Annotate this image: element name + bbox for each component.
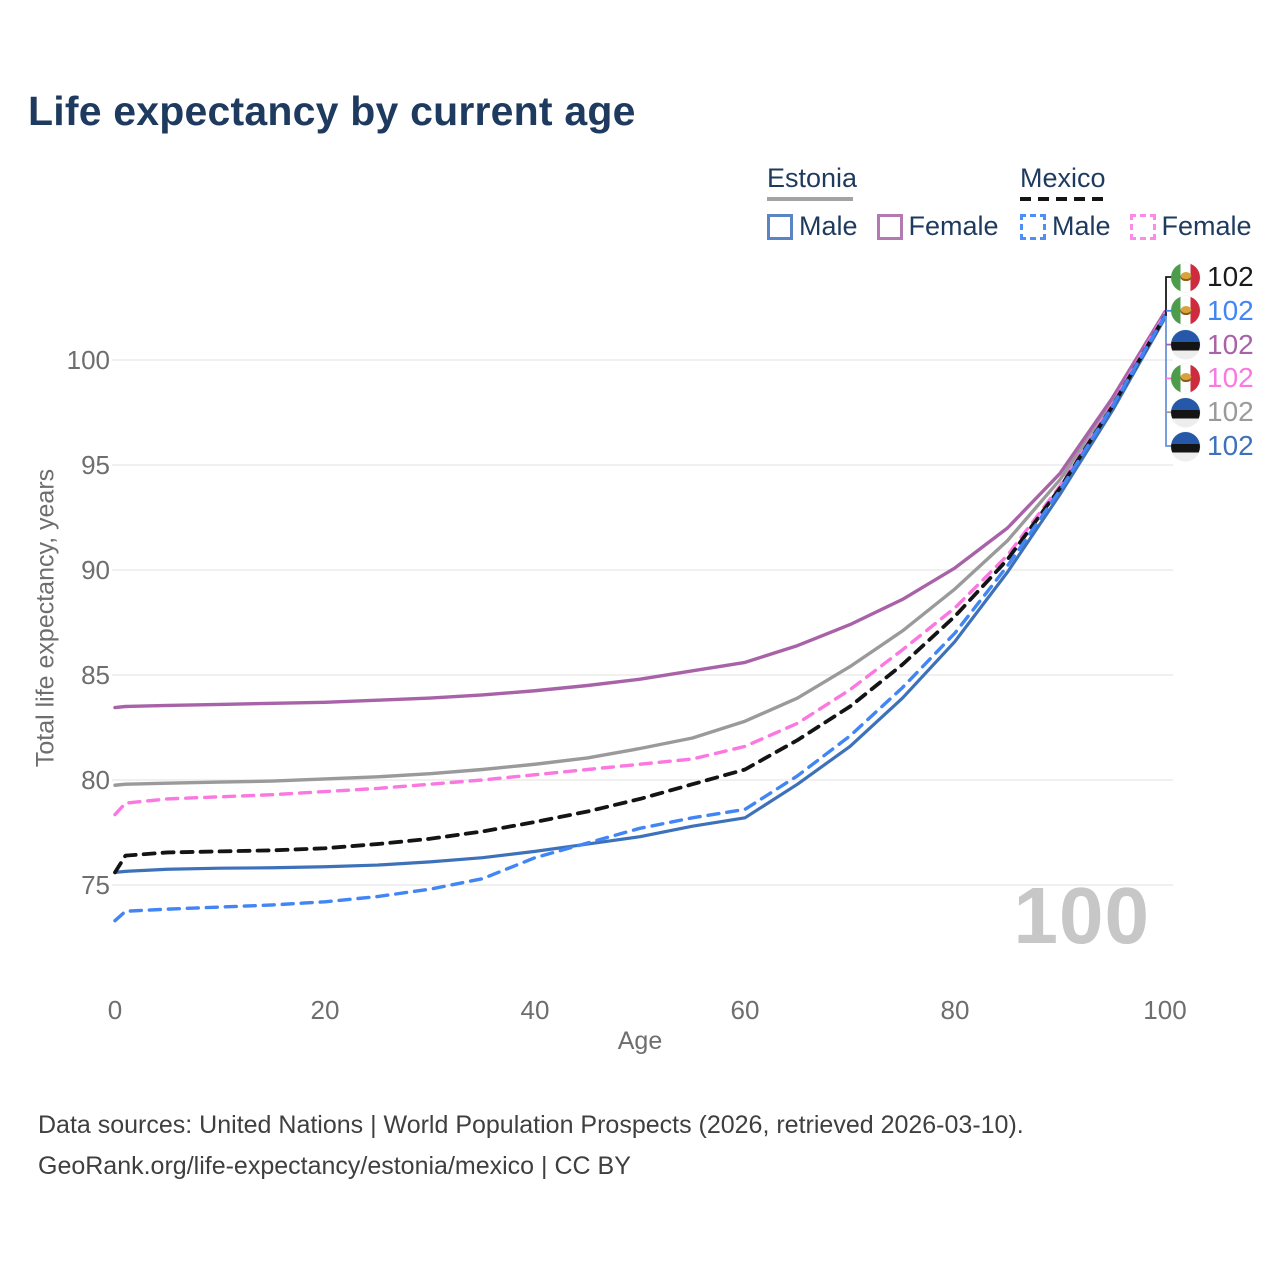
y-tick-label-100: 100 bbox=[66, 345, 110, 375]
legend-country-label: Estonia bbox=[767, 163, 858, 193]
series-line-estonia-female bbox=[113, 310, 1167, 710]
legend-item-label: Male bbox=[799, 211, 858, 241]
series-line-estonia-total bbox=[113, 312, 1167, 787]
series-line-mexico-male bbox=[113, 314, 1167, 923]
series-line-mexico-female bbox=[113, 312, 1167, 817]
x-tick-label-40: 40 bbox=[520, 995, 550, 1025]
legend-country-mexico[interactable]: Mexico bbox=[1020, 163, 1252, 201]
mexico-flag-icon bbox=[1171, 296, 1200, 326]
x-tick-label-80: 80 bbox=[940, 995, 970, 1025]
legend-item-label: Male bbox=[1052, 211, 1111, 241]
legend-item-estonia-female[interactable]: Female bbox=[876, 211, 999, 242]
age-counter-watermark: 100 bbox=[1013, 871, 1150, 960]
legend-item-label: Female bbox=[1161, 211, 1252, 241]
x-tick-label-20: 20 bbox=[310, 995, 340, 1025]
legend-item-estonia-male[interactable]: Male bbox=[767, 211, 858, 242]
end-label-estonia-male: 102 bbox=[1171, 430, 1254, 461]
mexico-eagle-emblem bbox=[1180, 373, 1191, 383]
estonia-solid-line-swatch bbox=[767, 197, 853, 201]
end-label-estonia-female: 102 bbox=[1171, 328, 1254, 360]
end-label-mexico-male: 102 bbox=[1171, 294, 1254, 326]
y-axis-title: Total life expectancy, years bbox=[31, 468, 60, 768]
mexico-female-swatch-icon bbox=[1129, 213, 1156, 240]
mexico-eagle-emblem bbox=[1180, 305, 1191, 315]
estonia-flag-icon bbox=[1171, 431, 1200, 461]
legend-item-label: Female bbox=[908, 211, 999, 241]
end-value-label: 102 bbox=[1207, 396, 1254, 428]
page-title: Life expectancy by current age bbox=[28, 88, 636, 134]
series-line-mexico-total bbox=[113, 313, 1167, 875]
y-tick-label-85: 85 bbox=[81, 660, 110, 690]
end-value-label: 102 bbox=[1207, 362, 1254, 394]
end-value-label: 102 bbox=[1207, 261, 1254, 292]
series-line-estonia-male bbox=[113, 316, 1167, 875]
estonia-flag-icon bbox=[1171, 330, 1200, 360]
mexico-flag-icon bbox=[1171, 363, 1200, 393]
end-value-label: 102 bbox=[1207, 294, 1254, 326]
legend-country-label: Mexico bbox=[1020, 163, 1106, 193]
data-sources-text: Data sources: United Nations | World Pop… bbox=[38, 1111, 1024, 1139]
legend-item-mexico-male[interactable]: Male bbox=[1020, 211, 1111, 242]
legend-group-mexico: Mexico Male Female bbox=[1020, 163, 1252, 242]
x-tick-label-60: 60 bbox=[730, 995, 760, 1025]
mexico-male-swatch-icon bbox=[1020, 213, 1046, 240]
end-label-mexico-total: 102 bbox=[1171, 261, 1254, 292]
y-tick-label-95: 95 bbox=[81, 450, 110, 480]
mexico-eagle-emblem bbox=[1180, 272, 1191, 282]
y-tick-label-80: 80 bbox=[81, 765, 110, 795]
end-value-label: 102 bbox=[1207, 430, 1254, 461]
end-label-estonia-total: 102 bbox=[1171, 396, 1254, 428]
y-tick-label-90: 90 bbox=[81, 555, 110, 585]
x-axis-title: Age bbox=[617, 1027, 663, 1055]
estonia-male-swatch-icon bbox=[767, 213, 793, 240]
estonia-female-swatch-icon bbox=[876, 213, 903, 240]
legend-country-estonia[interactable]: Estonia bbox=[767, 163, 999, 201]
source-url-text: GeoRank.org/life-expectancy/estonia/mexi… bbox=[38, 1152, 631, 1180]
y-tick-label-75: 75 bbox=[81, 870, 110, 900]
mexico-flag-icon bbox=[1171, 262, 1200, 292]
x-tick-label-100: 100 bbox=[1143, 995, 1187, 1025]
legend-group-estonia: Estonia Male Female bbox=[767, 163, 999, 242]
mexico-dashed-line-swatch bbox=[1020, 197, 1105, 201]
footer: Data sources: United Nations | World Pop… bbox=[38, 1105, 1024, 1187]
end-value-label: 102 bbox=[1207, 328, 1254, 360]
end-label-mexico-female: 102 bbox=[1171, 362, 1254, 394]
legend-item-mexico-female[interactable]: Female bbox=[1129, 211, 1252, 242]
estonia-flag-icon bbox=[1171, 397, 1200, 427]
x-tick-label-0: 0 bbox=[107, 995, 123, 1025]
